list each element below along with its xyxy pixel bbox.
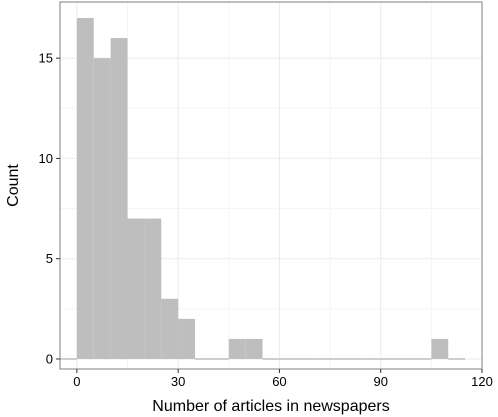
y-tick-label: 5 [46, 251, 53, 266]
histogram-bar [128, 219, 145, 359]
y-tick-label: 10 [39, 151, 53, 166]
histogram-bar [94, 58, 111, 359]
histogram-bar [161, 299, 178, 359]
y-axis-title: Count [5, 164, 22, 207]
x-tick-label: 120 [471, 374, 493, 389]
x-axis: 0 30 60 90 120 [73, 369, 493, 389]
histogram-bar [229, 339, 246, 359]
histogram-bar [144, 219, 161, 359]
x-axis-title: Number of articles in newspapers [152, 398, 389, 415]
y-axis: 0 5 10 15 [39, 51, 60, 367]
y-tick-label: 0 [46, 351, 53, 366]
x-tick-label: 90 [373, 374, 387, 389]
bars [60, 18, 465, 359]
y-tick-label: 15 [39, 51, 53, 66]
x-tick-label: 30 [171, 374, 185, 389]
histogram-bar [111, 38, 128, 359]
histogram-bar [246, 339, 263, 359]
histogram-bar [77, 18, 94, 359]
histogram-bar [178, 319, 195, 359]
histogram-bar [431, 339, 448, 359]
x-tick-label: 0 [73, 374, 80, 389]
x-tick-label: 60 [272, 374, 286, 389]
